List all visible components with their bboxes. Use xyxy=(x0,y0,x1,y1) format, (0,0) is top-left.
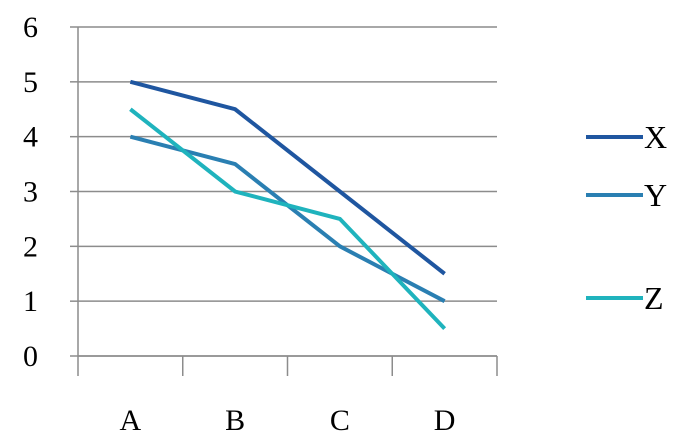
y-tick-label: 4 xyxy=(23,121,38,154)
x-tick-label-A: A xyxy=(120,404,142,437)
legend-label-Z: Z xyxy=(644,280,664,316)
x-tick-label-D: D xyxy=(434,404,456,437)
series-lines xyxy=(129,79,447,330)
y-tick-label: 6 xyxy=(23,11,38,44)
y-tick-label: 2 xyxy=(23,230,38,263)
y-tick-label: 0 xyxy=(23,340,38,373)
legend: XY Z xyxy=(586,119,667,316)
y-tick-label: 1 xyxy=(23,285,38,318)
legend-label-Y: Y xyxy=(644,177,667,213)
x-tick-label-C: C xyxy=(330,404,350,437)
series-line-X xyxy=(129,79,446,276)
x-tick-label-B: B xyxy=(225,404,245,437)
gridlines xyxy=(78,26,497,357)
legend-label-X: X xyxy=(644,119,667,155)
y-tick-label: 5 xyxy=(23,66,38,99)
y-tick-label: 3 xyxy=(23,176,38,209)
axes: 0 1 2 3 4 5 6 A B C D xyxy=(23,11,498,437)
series-line-Z xyxy=(129,107,447,330)
